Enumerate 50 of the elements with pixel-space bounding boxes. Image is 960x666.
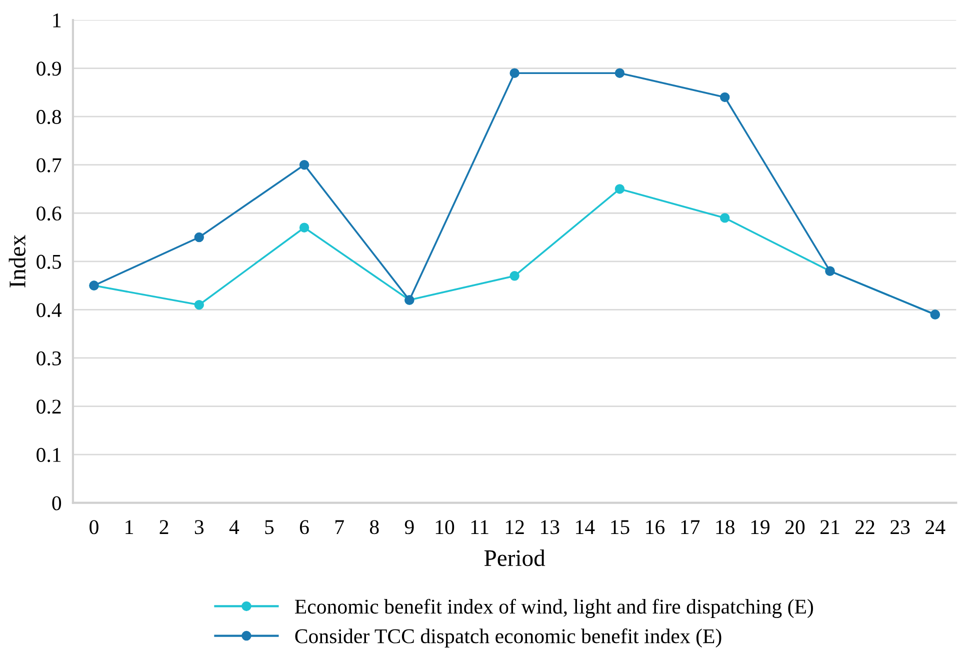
point [299, 222, 310, 232]
x-tick-label: 10 [436, 520, 454, 534]
x-tick-label: 9 [404, 520, 414, 534]
x-axis-title: Period [484, 550, 546, 566]
y-tick-label: 0.6 [36, 206, 62, 221]
x-tick-label: 18 [716, 520, 734, 534]
x-tick-label: 20 [785, 520, 805, 534]
y-tick-label: 0.4 [36, 303, 62, 318]
point [614, 184, 625, 194]
x-tick-label: 6 [300, 520, 309, 534]
point [614, 68, 625, 78]
x-tick-label: 2 [160, 520, 168, 534]
y-tick-label: 0.2 [36, 400, 61, 414]
x-tick-label: 14 [576, 520, 595, 534]
legend-label: Consider TCC dispatch economic benefit index (E) [295, 628, 722, 648]
x-tick-label: 4 [229, 520, 240, 534]
x-tick-label: 22 [856, 520, 874, 534]
y-tick-label: 0 [52, 496, 62, 510]
y-tick-label: 0.8 [36, 110, 62, 124]
x-tick-label: 21 [820, 520, 840, 534]
x-tick-label: 7 [335, 520, 344, 534]
point [194, 232, 204, 242]
y-tick-label: 0.7 [36, 158, 62, 172]
legend-label: Economic benefit index of wind, light and fire dispatching (E) [294, 598, 813, 618]
x-tick-label: 23 [890, 520, 910, 534]
y-tick-label: 1 [53, 13, 61, 28]
y-axis-title: Index [8, 234, 26, 288]
x-tick-label: 12 [506, 520, 524, 534]
x-tick-label: 24 [926, 520, 946, 534]
point [510, 271, 520, 281]
x-tick-label: 1 [126, 520, 133, 534]
x-tick-label: 19 [751, 520, 770, 534]
x-tick-label: 8 [370, 520, 379, 534]
y-tick-label: 0.5 [36, 254, 62, 269]
y-tick-label: 0.1 [36, 448, 61, 462]
x-tick-label: 13 [541, 520, 560, 534]
y-tick-label: 0.3 [36, 351, 62, 366]
x-tick-label: 0 [90, 520, 98, 534]
x-tick-label: 16 [646, 520, 665, 534]
point [299, 160, 310, 170]
point [720, 213, 730, 223]
x-tick-label: 3 [194, 520, 204, 534]
x-tick-label: 17 [681, 520, 700, 534]
y-tick-label: 0.9 [36, 62, 61, 76]
point [510, 68, 520, 78]
point [194, 300, 204, 310]
x-tick-label: 11 [471, 520, 488, 534]
x-tick-label: 15 [611, 520, 630, 534]
point [720, 92, 730, 102]
x-tick-label: 5 [265, 520, 274, 534]
